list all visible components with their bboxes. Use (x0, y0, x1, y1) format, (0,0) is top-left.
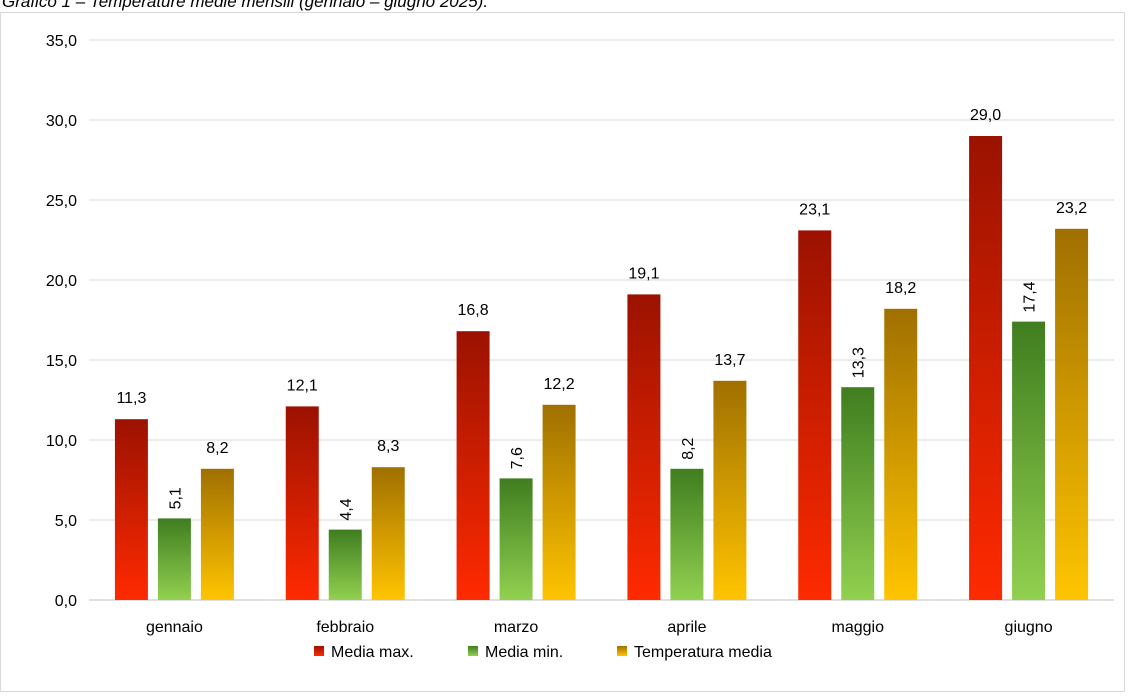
x-axis-categories: gennaio febbraio marzo aprile maggio giugno (146, 619, 1053, 636)
bar-temperatura-media (884, 308, 918, 600)
legend-label: Media min. (485, 644, 563, 661)
data-label: 13,3 (851, 347, 868, 378)
data-label: 12,2 (544, 376, 575, 393)
bar-media-min (841, 387, 875, 600)
data-label: 5,1 (167, 487, 184, 509)
data-label: 19,1 (628, 265, 659, 282)
gridlines (89, 39, 1114, 601)
data-label: 7,6 (509, 447, 526, 469)
bar-chart: 0,0 5,0 10,0 15,0 20,0 25,0 30,0 35,0 11,3 5,1 8,… (46, 33, 1114, 661)
bar-media-max (969, 136, 1003, 600)
y-tick-label: 20,0 (46, 273, 77, 290)
bar-temperatura-media (200, 468, 234, 600)
bar-media-max (114, 419, 148, 600)
y-axis-ticks: 0,0 5,0 10,0 15,0 20,0 25,0 30,0 35,0 (46, 33, 77, 610)
bar-media-min (499, 478, 533, 600)
data-label: 8,3 (377, 438, 399, 455)
x-category-label: marzo (494, 619, 539, 636)
y-tick-label: 25,0 (46, 193, 77, 210)
data-label: 23,2 (1056, 200, 1087, 217)
bar-media-max (285, 406, 319, 600)
y-tick-label: 35,0 (46, 33, 77, 50)
x-category-label: giugno (1005, 619, 1053, 636)
bars (114, 136, 1089, 601)
bar-media-min (328, 529, 362, 600)
bar-temperatura-media (542, 404, 576, 600)
chart-caption: Grafico 1 – Temperature medie mensili (g… (2, 0, 489, 11)
data-label: 23,1 (799, 201, 830, 218)
bar-media-min (157, 518, 191, 600)
data-label: 12,1 (287, 377, 318, 394)
x-category-label: gennaio (146, 619, 203, 636)
bar-temperatura-media (713, 380, 747, 600)
y-tick-label: 15,0 (46, 353, 77, 370)
legend-swatch (617, 646, 627, 656)
legend-label: Media max. (331, 644, 414, 661)
data-label: 29,0 (970, 107, 1001, 124)
data-label: 16,8 (458, 302, 489, 319)
bar-temperatura-media (371, 467, 405, 600)
y-tick-label: 10,0 (46, 433, 77, 450)
data-label: 18,2 (885, 280, 916, 297)
bar-media-min (1012, 321, 1046, 600)
data-label: 8,2 (206, 440, 228, 457)
chart-frame: 0,0 5,0 10,0 15,0 20,0 25,0 30,0 35,0 11,3 5,1 8,… (0, 12, 1125, 692)
data-label: 17,4 (1022, 281, 1039, 312)
legend-swatch (314, 646, 324, 656)
x-category-label: febbraio (316, 619, 374, 636)
legend: Media max. Media min. Temperatura media (314, 644, 772, 661)
x-category-label: maggio (832, 619, 885, 636)
bar-media-min (670, 468, 704, 600)
x-category-label: aprile (667, 619, 706, 636)
y-tick-label: 30,0 (46, 113, 77, 130)
data-label: 4,4 (338, 498, 355, 520)
y-tick-label: 5,0 (55, 513, 77, 530)
data-label: 8,2 (680, 437, 697, 459)
bar-media-max (456, 331, 490, 600)
y-tick-label: 0,0 (55, 593, 77, 610)
data-label: 13,7 (714, 352, 745, 369)
legend-swatch (468, 646, 478, 656)
bar-media-max (798, 230, 832, 600)
legend-label: Temperatura media (634, 644, 772, 661)
data-labels: 11,3 5,1 8,2 12,1 4,4 8,3 16,8 7,6 12,2 19,1 8,2 13… (116, 107, 1087, 521)
bar-media-max (627, 294, 661, 600)
data-label: 11,3 (116, 390, 146, 407)
bar-temperatura-media (1055, 228, 1089, 601)
